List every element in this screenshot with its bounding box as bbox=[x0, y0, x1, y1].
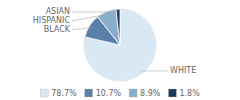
slice bbox=[84, 9, 156, 81]
legend: 78.7% 10.7% 8.9% 1.8% bbox=[40, 89, 200, 98]
slice-label: WHITE bbox=[170, 66, 196, 75]
slice-label: ASIAN bbox=[46, 7, 70, 16]
slice-label: BLACK bbox=[44, 25, 71, 34]
chart: ASIANHISPANICBLACK WHITE 78.7% 10.7% 8.9% 1.8… bbox=[0, 0, 240, 100]
legend-swatch bbox=[168, 89, 176, 97]
legend-swatch bbox=[85, 89, 93, 97]
leader-line bbox=[72, 11, 118, 12]
leader-line bbox=[72, 27, 92, 30]
legend-swatch bbox=[129, 89, 137, 97]
legend-label: 78.7% bbox=[51, 89, 77, 98]
pie-outline bbox=[84, 9, 156, 81]
legend-swatch bbox=[40, 89, 48, 97]
leader-line bbox=[141, 70, 168, 71]
leader-line bbox=[72, 14, 107, 21]
slice-label: HISPANIC bbox=[33, 16, 71, 25]
legend-label: 8.9% bbox=[140, 89, 161, 98]
pie bbox=[84, 9, 156, 81]
legend-label: 1.8% bbox=[179, 89, 200, 98]
slice bbox=[116, 9, 120, 45]
legend-label: 10.7% bbox=[96, 89, 122, 98]
